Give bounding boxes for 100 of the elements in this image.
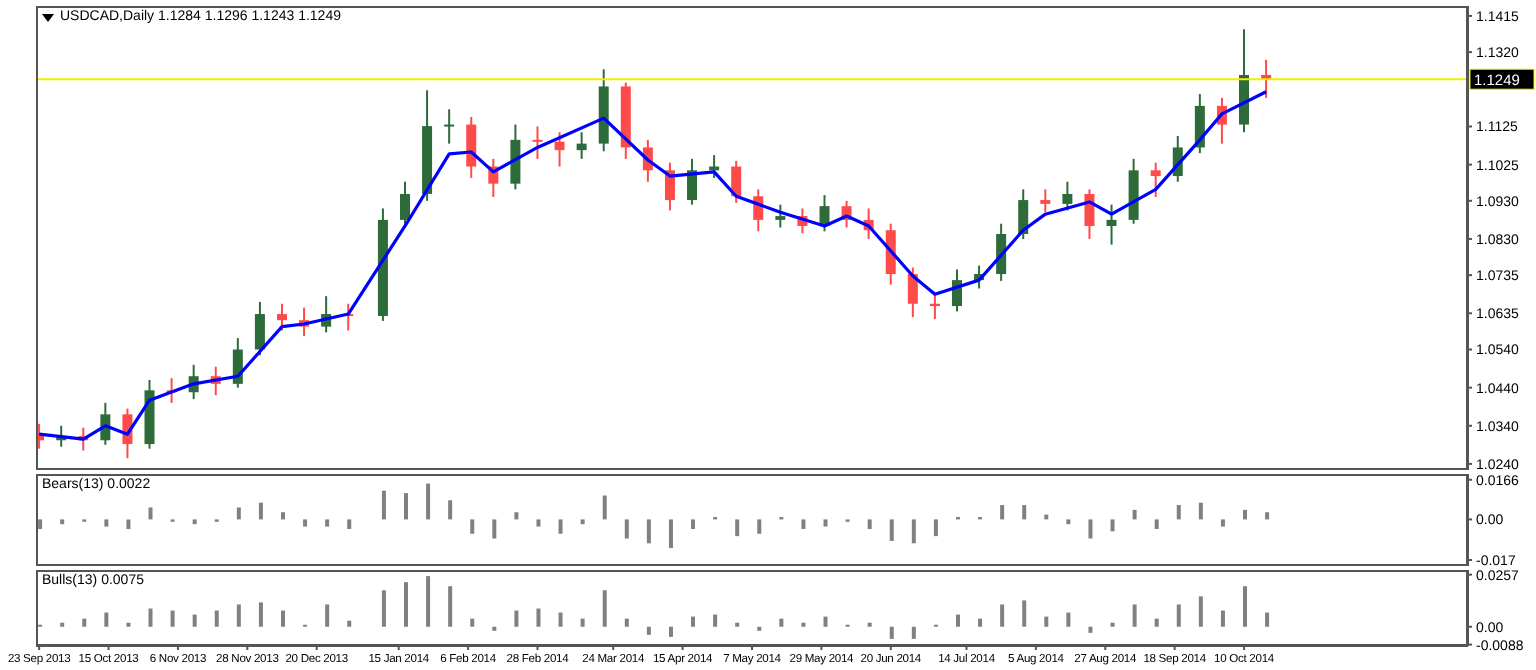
bar bbox=[325, 604, 330, 627]
bar bbox=[1243, 586, 1248, 627]
candlestick bbox=[510, 123, 521, 191]
bar bbox=[889, 626, 894, 639]
bar bbox=[823, 616, 828, 627]
bar bbox=[1066, 519, 1071, 525]
candlestick bbox=[576, 131, 587, 160]
bar bbox=[536, 519, 541, 527]
bar bbox=[1000, 604, 1005, 627]
bar bbox=[624, 519, 629, 539]
bar bbox=[170, 610, 175, 627]
bar bbox=[1088, 519, 1093, 539]
candlestick bbox=[1150, 161, 1161, 199]
bar bbox=[691, 616, 696, 627]
bar bbox=[214, 610, 219, 627]
bar bbox=[889, 519, 894, 541]
bar bbox=[1088, 626, 1093, 633]
bar bbox=[148, 608, 153, 627]
bar bbox=[580, 519, 585, 525]
bar bbox=[624, 618, 629, 627]
bar bbox=[646, 626, 651, 635]
bar bbox=[536, 608, 541, 627]
bar bbox=[691, 519, 696, 529]
bar bbox=[1220, 610, 1225, 627]
bar bbox=[104, 612, 109, 627]
bar bbox=[236, 507, 241, 520]
bar bbox=[801, 519, 806, 529]
bar bbox=[404, 493, 408, 520]
bar bbox=[1198, 502, 1203, 520]
bar bbox=[1154, 618, 1159, 627]
bar bbox=[1154, 519, 1159, 529]
candlestick bbox=[444, 108, 455, 145]
bar bbox=[404, 582, 408, 627]
candlestick bbox=[907, 266, 918, 319]
bar bbox=[426, 483, 431, 520]
bar bbox=[1198, 596, 1203, 627]
bar bbox=[192, 519, 197, 525]
bar bbox=[38, 519, 43, 529]
candlestick bbox=[687, 157, 698, 206]
bar bbox=[258, 502, 263, 520]
bar bbox=[1022, 600, 1027, 627]
bar bbox=[148, 507, 153, 520]
bar bbox=[325, 519, 330, 527]
bar bbox=[911, 519, 916, 544]
candlestick bbox=[1018, 188, 1029, 240]
bar bbox=[470, 519, 475, 534]
bar bbox=[1176, 604, 1181, 627]
bar bbox=[668, 519, 673, 549]
bar bbox=[347, 620, 352, 627]
bar bbox=[955, 614, 960, 627]
bar bbox=[823, 519, 828, 527]
bar bbox=[602, 590, 607, 627]
candlestick bbox=[775, 203, 786, 229]
bar bbox=[426, 576, 431, 627]
bar bbox=[1022, 505, 1027, 520]
bar bbox=[1066, 612, 1071, 627]
bar bbox=[1000, 505, 1005, 520]
bar bbox=[911, 626, 916, 639]
bar bbox=[580, 618, 585, 627]
bar bbox=[779, 618, 784, 627]
bar bbox=[280, 512, 285, 520]
bar bbox=[448, 500, 453, 520]
bar bbox=[514, 610, 519, 627]
bar bbox=[558, 519, 563, 534]
bar bbox=[381, 490, 386, 520]
bar bbox=[1110, 519, 1115, 532]
candlestick bbox=[254, 300, 265, 357]
candlestick bbox=[554, 131, 565, 168]
candlestick bbox=[1062, 180, 1073, 212]
bar bbox=[558, 612, 563, 627]
bar bbox=[236, 604, 241, 627]
bar bbox=[1265, 512, 1270, 520]
bar bbox=[668, 626, 673, 637]
bar bbox=[192, 614, 197, 627]
candlestick bbox=[1040, 188, 1051, 214]
bar bbox=[280, 610, 285, 627]
bar bbox=[303, 519, 308, 527]
bar bbox=[646, 519, 651, 544]
bar bbox=[470, 618, 475, 627]
bar bbox=[1265, 612, 1270, 627]
bar bbox=[104, 519, 109, 527]
bar bbox=[757, 519, 762, 534]
bar bbox=[1176, 505, 1181, 520]
candlestick bbox=[400, 180, 410, 229]
candlestick bbox=[466, 115, 477, 179]
bar bbox=[602, 495, 607, 520]
bar bbox=[60, 519, 65, 525]
candlestick bbox=[532, 125, 543, 160]
bar bbox=[867, 519, 872, 529]
bar bbox=[1132, 509, 1137, 520]
bar bbox=[1220, 519, 1225, 527]
bar bbox=[82, 618, 87, 627]
bar bbox=[1132, 604, 1137, 627]
bar bbox=[1243, 509, 1248, 520]
candlestick bbox=[276, 302, 287, 332]
bar bbox=[514, 512, 519, 520]
bar bbox=[1044, 616, 1049, 627]
bar bbox=[978, 618, 983, 627]
bar bbox=[448, 586, 453, 627]
bar bbox=[258, 602, 263, 627]
